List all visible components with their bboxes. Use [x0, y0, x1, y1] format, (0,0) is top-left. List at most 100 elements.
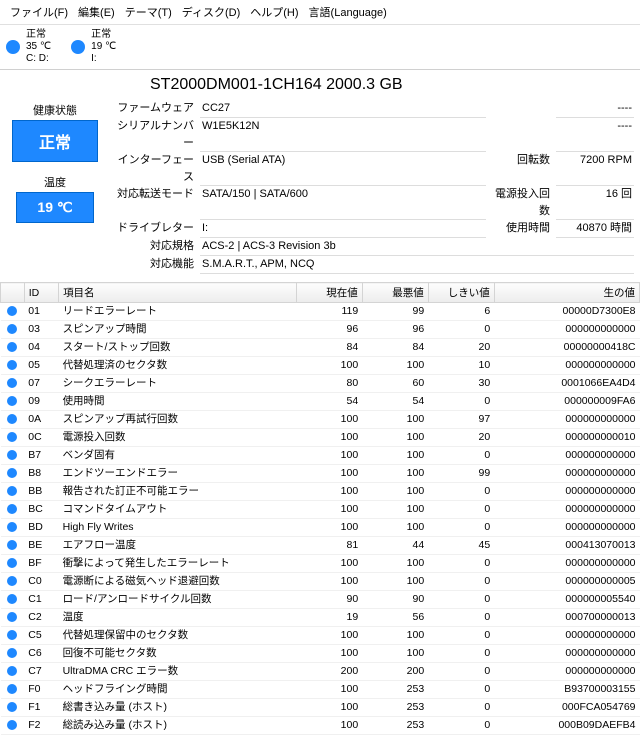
cell-current: 200 [296, 663, 362, 681]
status-dot-icon [7, 414, 17, 424]
info-label: 使用時間 [486, 220, 556, 238]
table-row[interactable]: C5代替処理保留中のセクタ数1001000000000000000 [1, 627, 640, 645]
info-value: USB (Serial ATA) [200, 152, 486, 186]
status-dot-icon [7, 648, 17, 658]
drive-temp: 19 ℃ [91, 41, 116, 53]
status-dot-icon [7, 594, 17, 604]
cell-raw: 000413070013 [494, 537, 639, 555]
table-row[interactable]: 07シークエラーレート8060300001066EA4D4 [1, 375, 640, 393]
drive-tab-1[interactable]: 正常 19 ℃ I: [71, 29, 116, 65]
cell-worst: 84 [362, 339, 428, 357]
cell-current: 100 [296, 501, 362, 519]
cell-name: 電源投入回数 [59, 429, 297, 447]
table-row[interactable]: B7ベンダ固有1001000000000000000 [1, 447, 640, 465]
info-value: I: [200, 220, 486, 238]
col-name[interactable]: 項目名 [59, 283, 297, 303]
table-row[interactable]: C7UltraDMA CRC エラー数2002000000000000000 [1, 663, 640, 681]
menu-edit[interactable]: 編集(E) [74, 2, 119, 22]
cell-id: C5 [24, 627, 58, 645]
status-dot-icon [7, 576, 17, 586]
info-value: 40870 時間 [556, 220, 634, 238]
cell-current: 100 [296, 555, 362, 573]
table-row[interactable]: B8エンドツーエンドエラー10010099000000000000 [1, 465, 640, 483]
table-row[interactable]: C1ロード/アンロードサイクル回数90900000000005540 [1, 591, 640, 609]
cell-threshold: 20 [428, 339, 494, 357]
table-row[interactable]: BCコマンドタイムアウト1001000000000000000 [1, 501, 640, 519]
info-label: ファームウェア [110, 100, 200, 118]
cell-threshold: 0 [428, 447, 494, 465]
menu-theme[interactable]: テーマ(T) [121, 2, 176, 22]
cell-worst: 54 [362, 393, 428, 411]
cell-id: 07 [24, 375, 58, 393]
cell-worst: 100 [362, 447, 428, 465]
cell-worst: 253 [362, 681, 428, 699]
cell-threshold: 0 [428, 645, 494, 663]
info-label: 対応機能 [110, 256, 200, 274]
status-dot-icon [7, 684, 17, 694]
cell-current: 119 [296, 303, 362, 321]
cell-worst: 100 [362, 357, 428, 375]
temp-status[interactable]: 19 ℃ [16, 192, 94, 223]
cell-current: 96 [296, 321, 362, 339]
table-header-row: ID 項目名 現在値 最悪値 しきい値 生の値 [1, 283, 640, 303]
table-row[interactable]: BB報告された訂正不可能エラー1001000000000000000 [1, 483, 640, 501]
table-row[interactable]: 09使用時間54540000000009FA6 [1, 393, 640, 411]
status-dot-icon [7, 720, 17, 730]
cell-raw: 000000000000 [494, 501, 639, 519]
col-worst[interactable]: 最悪値 [362, 283, 428, 303]
cell-raw: 000000000000 [494, 663, 639, 681]
table-row[interactable]: F2総読み込み量 (ホスト)1002530000B09DAEFB4 [1, 717, 640, 735]
col-id[interactable]: ID [24, 283, 58, 303]
table-row[interactable]: F0ヘッドフライング時間1002530B93700003155 [1, 681, 640, 699]
table-row[interactable]: F1総書き込み量 (ホスト)1002530000FCA054769 [1, 699, 640, 717]
table-row[interactable]: C2温度19560000700000013 [1, 609, 640, 627]
col-current[interactable]: 現在値 [296, 283, 362, 303]
info-label: 対応規格 [110, 238, 200, 256]
table-row[interactable]: 0C電源投入回数10010020000000000010 [1, 429, 640, 447]
cell-raw: B93700003155 [494, 681, 639, 699]
table-row[interactable]: 04スタート/ストップ回数84842000000000418C [1, 339, 640, 357]
table-row[interactable]: 0Aスピンアップ再試行回数10010097000000000000 [1, 411, 640, 429]
cell-current: 100 [296, 717, 362, 735]
status-dot-icon [6, 40, 20, 54]
cell-id: 0C [24, 429, 58, 447]
cell-raw: 000000000000 [494, 447, 639, 465]
cell-threshold: 0 [428, 699, 494, 717]
table-row[interactable]: BF衝撃によって発生したエラーレート1001000000000000000 [1, 555, 640, 573]
table-row[interactable]: 03スピンアップ時間96960000000000000 [1, 321, 640, 339]
col-raw[interactable]: 生の値 [494, 283, 639, 303]
table-row[interactable]: BEエアフロー温度814445000413070013 [1, 537, 640, 555]
table-row[interactable]: 01リードエラーレート11999600000D7300E8 [1, 303, 640, 321]
menu-disk[interactable]: ディスク(D) [178, 2, 245, 22]
status-dot-icon [7, 540, 17, 550]
cell-id: C6 [24, 645, 58, 663]
table-row[interactable]: C0電源断による磁気ヘッド退避回数1001000000000000005 [1, 573, 640, 591]
cell-current: 100 [296, 447, 362, 465]
drive-tab-0[interactable]: 正常 35 ℃ C: D: [6, 29, 51, 65]
cell-threshold: 0 [428, 519, 494, 537]
cell-name: High Fly Writes [59, 519, 297, 537]
cell-current: 81 [296, 537, 362, 555]
drive-status: 正常 [91, 29, 116, 41]
cell-threshold: 0 [428, 591, 494, 609]
info-label [486, 100, 556, 118]
info-value: ---- [556, 100, 634, 118]
table-row[interactable]: BDHigh Fly Writes1001000000000000000 [1, 519, 640, 537]
cell-worst: 100 [362, 645, 428, 663]
cell-raw: 000000000000 [494, 555, 639, 573]
cell-id: 0A [24, 411, 58, 429]
col-threshold[interactable]: しきい値 [428, 283, 494, 303]
table-row[interactable]: C6回復不可能セクタ数1001000000000000000 [1, 645, 640, 663]
cell-threshold: 0 [428, 573, 494, 591]
cell-current: 100 [296, 429, 362, 447]
info-row: 対応規格ACS-2 | ACS-3 Revision 3b [110, 238, 634, 256]
menu-help[interactable]: ヘルプ(H) [246, 2, 302, 22]
table-row[interactable]: 05代替処理済のセクタ数10010010000000000000 [1, 357, 640, 375]
menu-file[interactable]: ファイル(F) [6, 2, 72, 22]
cell-worst: 100 [362, 429, 428, 447]
status-dot-icon [7, 360, 17, 370]
health-status[interactable]: 正常 [12, 120, 98, 162]
menu-lang[interactable]: 言語(Language) [305, 2, 391, 22]
cell-current: 100 [296, 519, 362, 537]
info-row: ファームウェアCC27---- [110, 100, 634, 118]
